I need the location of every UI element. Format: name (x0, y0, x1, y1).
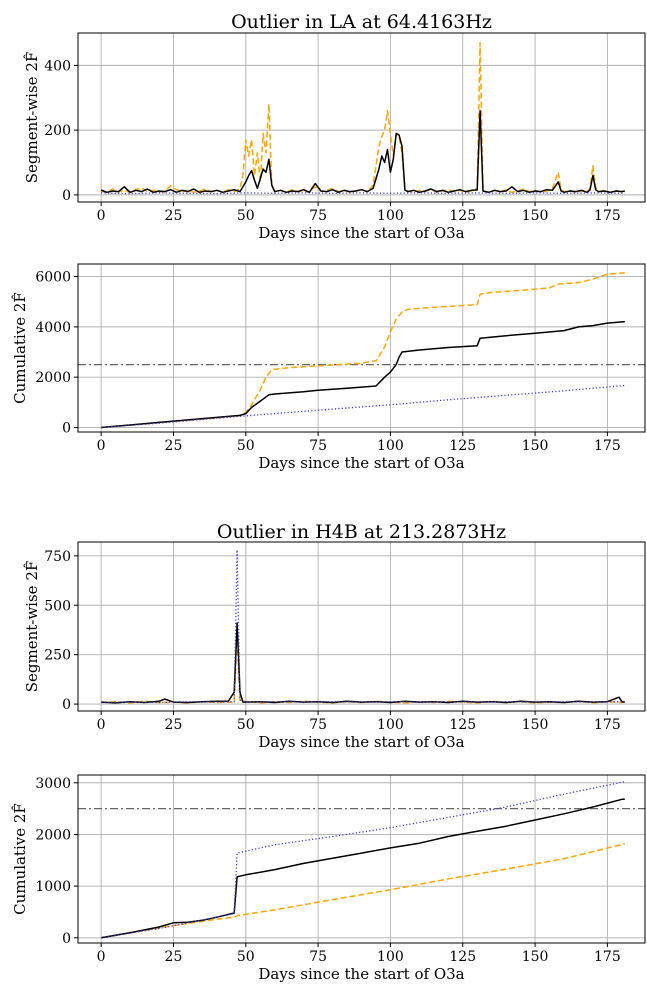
series-line-1 (100, 843, 625, 939)
y-tick-label: 2000 (35, 827, 71, 843)
x-axis-label: Days since the start of O3a (258, 224, 464, 242)
x-tick-label: 75 (309, 949, 327, 965)
y-tick-label: 500 (44, 598, 71, 614)
series-line-3 (101, 549, 625, 704)
chart-3: 0 25 50 75 100 125 150 175 0 250 500 750 Days since … (23, 521, 646, 751)
x-tick-label: 175 (594, 208, 621, 224)
series-line-3 (101, 384, 625, 429)
x-tick-label: 50 (237, 949, 255, 965)
y-tick-label: 0 (62, 188, 71, 204)
series-line-3 (100, 781, 625, 939)
y-tick-label: 200 (44, 123, 71, 139)
x-tick-label: 175 (594, 717, 621, 733)
axes-frame (77, 32, 646, 203)
x-axis-label: Days since the start of O3a (258, 965, 464, 983)
x-tick-label: 0 (97, 949, 106, 965)
x-tick-label: 100 (377, 438, 404, 454)
y-axis-label: Segment-wise 2F̂ (23, 52, 41, 184)
x-tick-label: 25 (165, 949, 183, 965)
chart-title: Outlier in H4B at 213.2873Hz (217, 521, 506, 543)
x-tick-label: 125 (449, 208, 476, 224)
x-tick-label: 100 (377, 717, 404, 733)
x-tick-label: 125 (449, 438, 476, 454)
chart-1: 0 25 50 75 100 125 150 175 0 200 400 Days since the… (23, 11, 646, 242)
y-tick-label: 0 (62, 697, 71, 713)
plot-area (78, 781, 645, 939)
series-line-2 (101, 622, 625, 704)
x-tick-label: 125 (449, 949, 476, 965)
y-tick-label: 750 (44, 549, 71, 565)
y-tick-label: 2000 (35, 370, 71, 386)
x-tick-label: 50 (237, 717, 255, 733)
y-axis-label: Segment-wise 2F̂ (23, 561, 41, 693)
x-tick-label: 150 (522, 208, 549, 224)
x-tick-label: 125 (449, 717, 476, 733)
x-tick-label: 25 (165, 717, 183, 733)
x-tick-label: 50 (237, 438, 255, 454)
x-tick-label: 0 (97, 438, 106, 454)
y-tick-label: 3000 (35, 776, 71, 792)
series-line-1 (100, 41, 626, 194)
y-tick-label: 4000 (35, 320, 71, 336)
y-tick-label: 1000 (35, 879, 71, 895)
x-tick-label: 50 (237, 208, 255, 224)
x-tick-label: 0 (97, 208, 106, 224)
x-tick-label: 25 (165, 438, 183, 454)
x-tick-label: 150 (522, 438, 549, 454)
axes-frame (77, 263, 646, 433)
chart-4: 0 25 50 75 100 125 150 175 0 1000 2000 3000 Days sin… (11, 774, 646, 983)
y-axis-label: Cumulative 2F̂ (11, 803, 29, 915)
x-axis-label: Days since the start of O3a (258, 733, 464, 751)
x-tick-label: 150 (522, 717, 549, 733)
x-tick-label: 25 (165, 208, 183, 224)
x-tick-label: 175 (594, 949, 621, 965)
x-tick-label: 100 (377, 949, 404, 965)
y-tick-label: 400 (44, 58, 71, 74)
y-axis-label: Cumulative 2F̂ (11, 292, 29, 404)
chart-2: 0 25 50 75 100 125 150 175 0 2000 4000 6000 Days sin… (11, 263, 646, 472)
series-line-2 (100, 798, 625, 939)
series-line-2 (100, 109, 625, 194)
x-tick-label: 150 (522, 949, 549, 965)
series-line-3 (101, 192, 625, 195)
plot-area (100, 41, 626, 195)
x-axis-label: Days since the start of O3a (258, 454, 464, 472)
series-line-1 (101, 634, 625, 704)
axes-frame (77, 541, 646, 712)
plot-area (78, 272, 645, 429)
series-line-2 (101, 320, 625, 429)
x-tick-label: 75 (309, 438, 327, 454)
axes-frame (77, 774, 646, 944)
plot-area (101, 549, 625, 704)
x-tick-label: 175 (594, 438, 621, 454)
x-tick-label: 100 (377, 208, 404, 224)
x-tick-label: 0 (97, 717, 106, 733)
y-tick-label: 250 (44, 648, 71, 664)
chart-title: Outlier in LA at 64.4163Hz (231, 11, 492, 33)
y-tick-label: 0 (62, 931, 71, 947)
y-tick-label: 0 (62, 420, 71, 436)
x-tick-label: 75 (309, 208, 327, 224)
y-tick-label: 6000 (35, 270, 71, 286)
x-tick-label: 75 (309, 717, 327, 733)
series-line-1 (101, 272, 625, 429)
